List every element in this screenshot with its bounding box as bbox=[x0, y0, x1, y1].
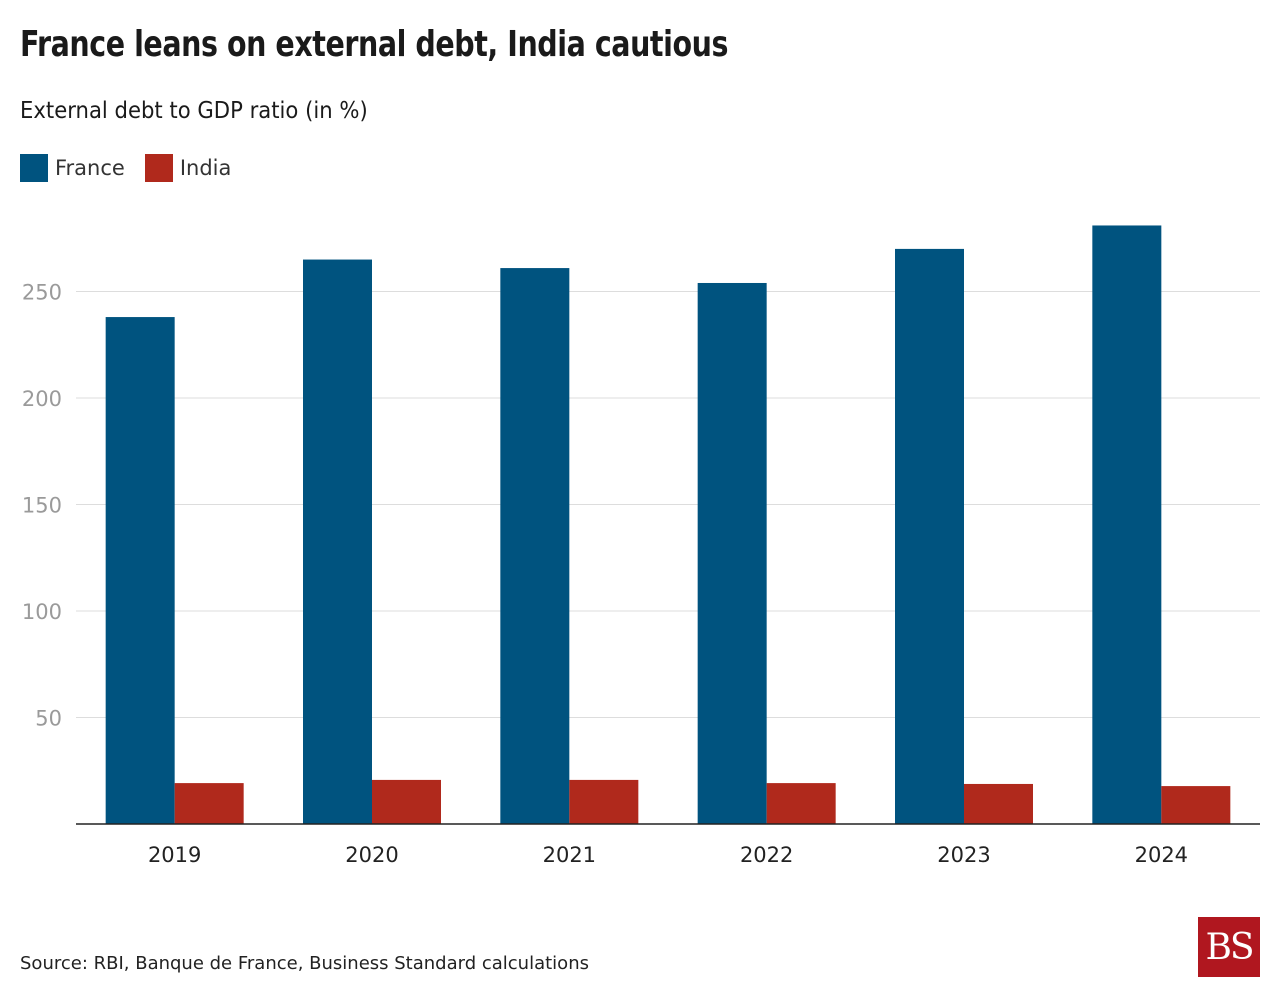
bar-france-2022 bbox=[697, 282, 767, 825]
bar-france-2023 bbox=[895, 248, 964, 824]
source-note: Source: RBI, Banque de France, Business … bbox=[20, 953, 589, 974]
bar-india-2023 bbox=[964, 783, 1033, 824]
bar-india-2019 bbox=[174, 783, 244, 824]
x-tick-label: 2021 bbox=[543, 843, 596, 867]
legend-swatch-france bbox=[20, 154, 48, 182]
x-tick-label: 2024 bbox=[1135, 843, 1188, 867]
x-tick-label: 2022 bbox=[740, 843, 793, 867]
x-tick-label: 2023 bbox=[937, 843, 990, 867]
legend: France India bbox=[20, 154, 231, 182]
legend-item-france: France bbox=[20, 154, 125, 182]
y-tick-label: 250 bbox=[22, 281, 62, 305]
bar-india-2022 bbox=[766, 783, 836, 824]
bar-france-2019 bbox=[105, 317, 175, 824]
logo-text: BS bbox=[1205, 926, 1254, 968]
legend-swatch-india bbox=[144, 154, 173, 182]
bar-france-2024 bbox=[1092, 225, 1162, 825]
legend-label-india: India bbox=[179, 156, 232, 180]
bar-france-2021 bbox=[500, 268, 570, 824]
legend-label-france: France bbox=[55, 156, 125, 180]
y-tick-label: 200 bbox=[22, 387, 62, 411]
y-tick-label: 50 bbox=[35, 707, 62, 731]
bar-france-2020 bbox=[303, 259, 372, 824]
bar-india-2020 bbox=[372, 779, 441, 824]
business-standard-logo: BS bbox=[1198, 917, 1260, 977]
legend-item-india: India bbox=[144, 154, 232, 182]
y-tick-label: 100 bbox=[22, 600, 62, 624]
bar-india-2021 bbox=[569, 779, 639, 824]
chart-subtitle: External debt to GDP ratio (in %) bbox=[20, 98, 368, 124]
y-tick-label: 150 bbox=[22, 494, 62, 518]
bar-india-2024 bbox=[1161, 786, 1231, 824]
x-tick-label: 2019 bbox=[148, 843, 201, 867]
chart-title: France leans on external debt, India cau… bbox=[20, 24, 728, 65]
x-tick-label: 2020 bbox=[345, 843, 398, 867]
